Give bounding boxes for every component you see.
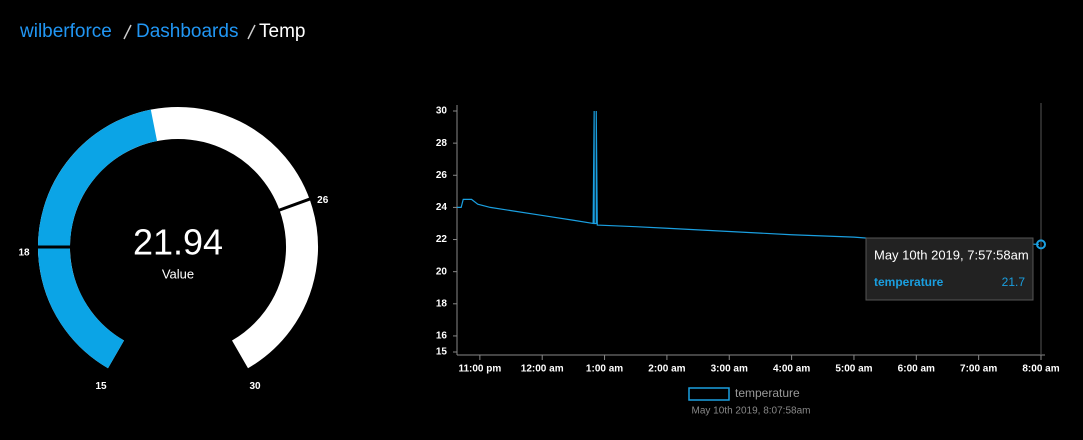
gauge-tick [277, 197, 312, 213]
y-tick-label: 20 [436, 266, 448, 277]
line-chart: 15 16 18 20 22 24 26 28 30 11:00 pm 12:00 am 1:00 a… [436, 103, 1060, 417]
legend-label: temperature [735, 386, 800, 400]
y-tick-label: 28 [436, 138, 448, 149]
x-tick-label: 6:00 am [898, 364, 935, 375]
gauge-tick-label: 15 [95, 381, 107, 392]
tooltip-title: May 10th 2019, 7:57:58am [874, 247, 1029, 262]
x-tick-label: 11:00 pm [458, 364, 501, 375]
breadcrumb-link[interactable]: Dashboards [136, 21, 238, 42]
breadcrumb-separator [123, 24, 132, 40]
gauge-label: Value [162, 266, 194, 281]
y-tick-label: 15 [436, 347, 448, 358]
series-line [457, 110, 1039, 245]
x-tick-label: 8:00 am [1022, 364, 1059, 375]
tooltip-value: 21.7 [1002, 275, 1026, 289]
breadcrumb-separator [247, 24, 256, 40]
breadcrumb-current: Temp [259, 21, 305, 42]
legend-subtitle: May 10th 2019, 8:07:58am [692, 406, 811, 417]
y-tick-label: 16 [436, 331, 448, 342]
y-tick-label: 26 [436, 170, 448, 181]
gauge-value-arc [38, 109, 158, 369]
x-tick-label: 1:00 am [586, 364, 623, 375]
tooltip-series-name: temperature [874, 275, 944, 289]
gauge-value: 21.94 [133, 222, 223, 263]
gauge-tick-label: 30 [249, 381, 261, 392]
x-tick-label: 7:00 am [960, 364, 997, 375]
hover-point [1036, 239, 1046, 250]
legend-swatch [688, 387, 730, 401]
gauge: 15 18 26 30 21.94 Value [18, 107, 329, 392]
breadcrumb-link[interactable]: wilberforce [19, 21, 112, 42]
x-tick-label: 4:00 am [773, 364, 810, 375]
x-tick-label: 12:00 am [521, 364, 564, 375]
y-tick-label: 30 [436, 106, 448, 117]
gauge-tick-label: 26 [317, 195, 329, 206]
x-tick-label: 3:00 am [711, 364, 748, 375]
x-tick-label: 2:00 am [648, 364, 685, 375]
x-tick-label: 5:00 am [835, 364, 872, 375]
y-tick-label: 22 [436, 234, 448, 245]
gauge-tick-label: 18 [18, 248, 30, 259]
y-tick-label: 18 [436, 298, 448, 309]
tooltip-box [865, 237, 1034, 301]
y-tick-label: 24 [436, 202, 448, 213]
